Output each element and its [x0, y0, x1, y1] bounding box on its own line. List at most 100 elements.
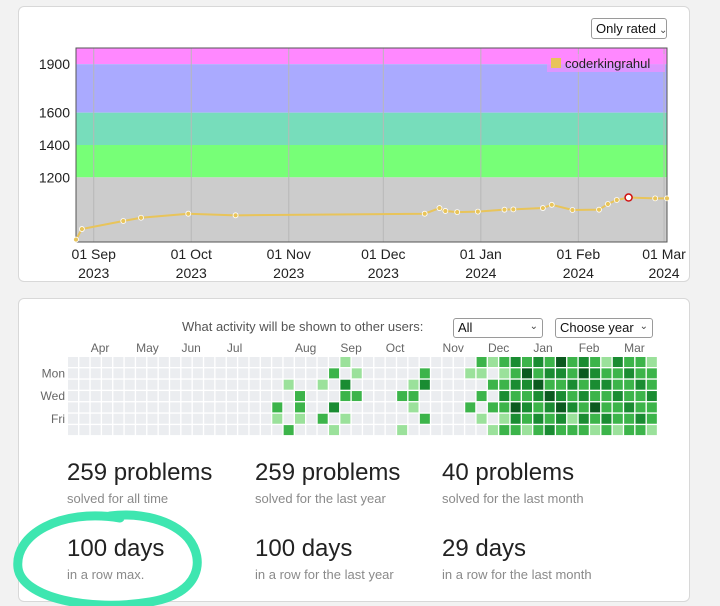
- activity-cell: [567, 368, 578, 379]
- rating-point: [421, 210, 428, 217]
- activity-cell: [533, 402, 544, 413]
- activity-cell: [124, 391, 135, 402]
- activity-cell: [102, 391, 113, 402]
- x-tick-label: 01 Sep: [72, 246, 117, 262]
- activity-cell: [158, 391, 169, 402]
- rating-point: [232, 212, 239, 219]
- activity-cell: [374, 379, 385, 390]
- activity-cell: [646, 391, 657, 402]
- activity-cell: [431, 357, 442, 367]
- activity-cell: [522, 368, 532, 379]
- activity-cell: [578, 402, 589, 413]
- activity-cell: [465, 368, 476, 379]
- activity-cell: [646, 425, 657, 436]
- activity-cell: [397, 425, 408, 436]
- activity-cell: [170, 368, 181, 379]
- activity-cell: [147, 425, 158, 436]
- stat-last-year-streak: 100 days in a row for the last year: [255, 535, 394, 582]
- activity-cell: [487, 368, 498, 379]
- stat-caption: in a row max.: [67, 567, 145, 582]
- activity-cell: [533, 425, 544, 436]
- stat-number: 100 days: [67, 535, 165, 562]
- plot-frame: [75, 47, 668, 243]
- rating-point: [548, 201, 555, 208]
- activity-cell: [68, 425, 78, 436]
- activity-cell: [431, 379, 442, 390]
- activity-cell: [601, 413, 612, 424]
- activity-cell: [238, 368, 249, 379]
- activity-cell: [408, 413, 419, 424]
- activity-cell: [340, 391, 351, 402]
- rating-filter-select[interactable]: Only rated ⌄: [591, 18, 667, 39]
- rating-point: [442, 208, 449, 214]
- activity-cell: [306, 402, 317, 413]
- activity-cell: [215, 413, 226, 424]
- activity-cell: [283, 413, 294, 424]
- activity-cell: [283, 357, 294, 367]
- x-tick-year: 2023: [78, 265, 109, 281]
- rating-point: [73, 236, 79, 243]
- year-select[interactable]: Choose year ⌄: [555, 318, 653, 338]
- rating-point: [454, 209, 461, 215]
- activity-cell: [590, 391, 601, 402]
- x-tick-label: 01 Dec: [361, 246, 405, 262]
- activity-cell: [124, 425, 135, 436]
- activity-cell: [90, 413, 101, 424]
- stat-number: 259 problems: [255, 459, 401, 486]
- activity-card: What activity will be shown to other use…: [18, 298, 690, 602]
- activity-cell: [136, 368, 147, 379]
- activity-cell: [385, 379, 396, 390]
- activity-cell: [499, 357, 510, 367]
- rating-graph-card: 1900 1600 1400 1200 01 Sep 2023 01 Oct 2023 01 N…: [18, 6, 690, 282]
- rating-point: [596, 206, 602, 213]
- activity-cell: [419, 357, 430, 367]
- activity-cell: [317, 379, 328, 390]
- activity-cell: [192, 379, 203, 390]
- activity-cell: [612, 402, 623, 413]
- visibility-select[interactable]: All ⌄: [453, 318, 543, 338]
- rating-band: [76, 64, 667, 113]
- stat-number: 40 problems: [442, 459, 575, 486]
- activity-cell: [226, 413, 237, 424]
- activity-cell: [567, 379, 578, 390]
- activity-cell: [522, 413, 532, 424]
- year-select-value: Choose year: [560, 320, 634, 335]
- x-tick-year: 2024: [563, 265, 594, 281]
- activity-cell: [295, 425, 305, 436]
- activity-cell: [238, 379, 249, 390]
- month-label: Nov: [443, 341, 464, 355]
- stat-number: 259 problems: [67, 459, 213, 486]
- activity-cell: [90, 391, 101, 402]
- activity-cell: [306, 425, 317, 436]
- month-label: Mar: [624, 341, 645, 355]
- activity-cell: [499, 425, 510, 436]
- activity-cell: [351, 357, 362, 367]
- x-tick-label: 01 Oct: [171, 246, 212, 262]
- y-tick-label: 1200: [39, 169, 70, 185]
- activity-cell: [102, 413, 113, 424]
- x-tick-label: 01 Nov: [267, 246, 311, 262]
- activity-cell: [612, 357, 623, 367]
- x-tick-year: 2023: [176, 265, 207, 281]
- activity-cell: [624, 379, 635, 390]
- stat-caption: in a row for the last year: [255, 567, 394, 582]
- activity-cell: [374, 402, 385, 413]
- activity-cell: [340, 413, 351, 424]
- activity-cell: [102, 425, 113, 436]
- activity-cell: [544, 402, 555, 413]
- activity-cell: [522, 425, 532, 436]
- activity-cell: [612, 368, 623, 379]
- activity-cell: [601, 402, 612, 413]
- activity-cell: [170, 413, 181, 424]
- activity-cell: [226, 391, 237, 402]
- activity-cell: [612, 391, 623, 402]
- rating-point: [138, 214, 144, 221]
- activity-cell: [158, 425, 169, 436]
- x-tick-label: 01 Jan: [460, 246, 502, 262]
- activity-cell: [306, 368, 317, 379]
- activity-cell: [317, 391, 328, 402]
- x-tick-label: 01 Feb: [557, 246, 601, 262]
- activity-cell: [170, 357, 181, 367]
- activity-cell: [646, 413, 657, 424]
- activity-cell: [533, 391, 544, 402]
